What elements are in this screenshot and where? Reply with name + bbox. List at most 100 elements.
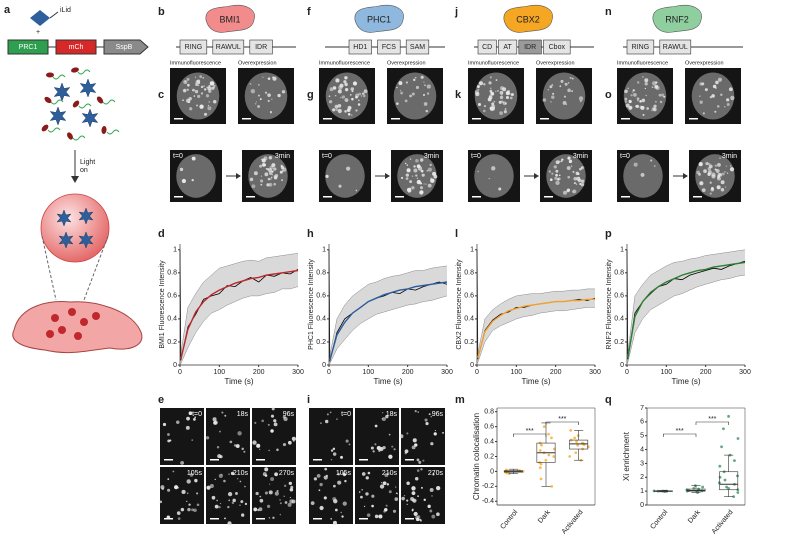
spot (483, 109, 486, 113)
spot (213, 421, 217, 425)
microscopy-image (355, 408, 399, 465)
spot (348, 443, 351, 446)
y-tick-label: 0.8 (316, 270, 326, 277)
spot (421, 173, 425, 177)
data-point (547, 432, 550, 436)
spot (483, 104, 487, 108)
spot (442, 432, 444, 434)
spot (264, 467, 269, 472)
prc1-cluster (56, 209, 72, 227)
spot (558, 174, 561, 177)
panel-letter: h (307, 228, 314, 240)
spot (346, 108, 351, 113)
data-point (538, 449, 542, 452)
spot (344, 76, 348, 80)
spot (569, 76, 572, 80)
scale-bar (472, 196, 481, 198)
spot (268, 490, 273, 495)
spot (717, 173, 721, 177)
image-bg (309, 467, 353, 524)
spot (325, 174, 329, 179)
spot (425, 109, 429, 113)
y-tick-label: 0.4 (316, 316, 326, 323)
microscopy-image (242, 150, 294, 202)
spot (633, 93, 637, 97)
spot (211, 495, 216, 500)
spot (316, 473, 321, 478)
data-point (720, 445, 723, 449)
domain-label: CD (482, 44, 492, 51)
spot (430, 177, 433, 180)
panel-letter: d (158, 228, 165, 240)
spot (568, 159, 573, 164)
spot (404, 99, 408, 103)
spot (633, 162, 638, 167)
spot (639, 105, 643, 109)
spot (636, 81, 640, 84)
image-bg (355, 467, 399, 524)
spot (267, 93, 271, 98)
spot (573, 176, 577, 181)
spot (627, 87, 629, 90)
x-axis-label: Time (s) (373, 377, 402, 386)
spot (423, 81, 425, 83)
y-axis-label: Xi enrichment (622, 431, 631, 481)
spot (335, 108, 339, 112)
spot (349, 94, 352, 96)
spot (324, 467, 328, 471)
spot (332, 108, 336, 112)
spot (344, 87, 349, 92)
x-tick-label: 0 (178, 369, 182, 376)
spot (328, 100, 333, 104)
spot (209, 81, 215, 86)
spot (167, 488, 171, 492)
scale-bar (323, 196, 332, 198)
spot (411, 175, 414, 177)
spot (406, 499, 409, 502)
spot (409, 158, 412, 160)
prc1-cluster (53, 82, 71, 102)
y-axis-label: BMI1 Fluorescence Intensity (159, 260, 166, 349)
band-edge (180, 252, 299, 354)
prc1-label: PRC1 (19, 44, 38, 51)
microscopy-image (160, 408, 204, 465)
microscopy-image (540, 150, 592, 202)
nucleus (244, 72, 288, 120)
spot (206, 86, 209, 89)
image-caption: Overexpression (387, 60, 426, 66)
y-tick-label: 0.4 (614, 316, 624, 323)
spot (572, 170, 575, 173)
spot (361, 92, 365, 95)
data-point (736, 474, 739, 478)
domain-box (543, 39, 571, 55)
spot (291, 436, 296, 441)
spot (499, 111, 503, 116)
image-bg (160, 408, 204, 465)
spot (420, 75, 424, 79)
spot (436, 512, 440, 517)
spot (273, 175, 278, 180)
spot (411, 491, 416, 496)
spot (559, 85, 562, 88)
spot (579, 167, 582, 171)
image-bg (252, 467, 296, 524)
spot (270, 477, 275, 482)
time-label: 270s (279, 470, 295, 477)
spot (391, 445, 394, 448)
y-tick-label: 0.6 (167, 293, 177, 300)
microscopy-image (159, 467, 204, 524)
microscopy-image (391, 150, 443, 202)
x-tick-label: 300 (292, 369, 304, 376)
spot (329, 87, 334, 92)
y-tick-label: 0.2 (316, 339, 326, 346)
time-label: 18s (386, 411, 398, 418)
spot (260, 179, 264, 183)
spot (419, 518, 422, 521)
error-band (627, 249, 745, 363)
spot (194, 76, 197, 78)
spot (422, 93, 426, 97)
spot (186, 416, 190, 421)
spot (637, 99, 639, 102)
nucleus (542, 72, 586, 120)
spot (411, 92, 415, 96)
